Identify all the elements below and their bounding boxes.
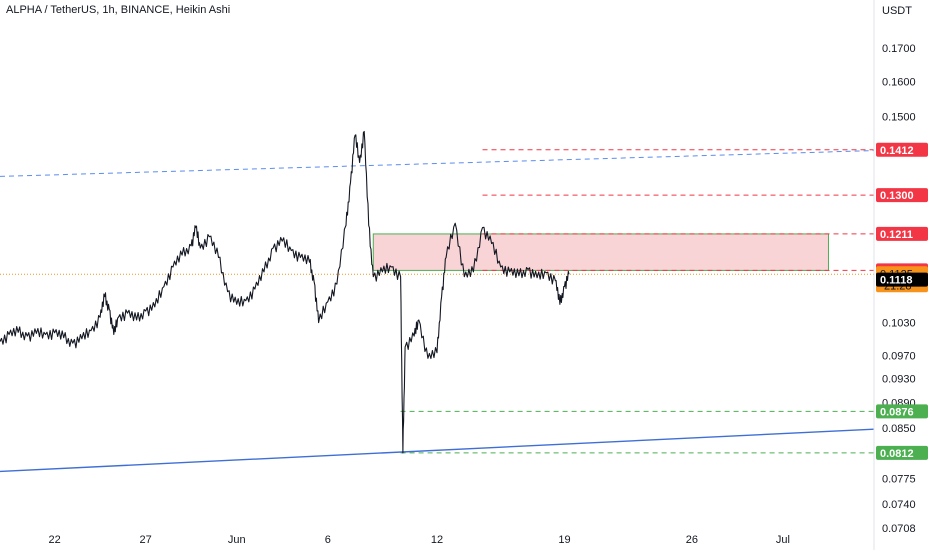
y-tick-label: 0.1500: [882, 112, 916, 124]
currency-label: USDT: [882, 5, 912, 17]
support-trendline[interactable]: [0, 428, 875, 473]
x-tick-label: 27: [140, 534, 152, 546]
price-layer: [0, 130, 570, 454]
resistance-tag: 0.1300: [880, 190, 914, 202]
y-tick-label: 0.0740: [882, 499, 916, 511]
x-tick-label: 6: [325, 534, 331, 546]
y-tick-label: 0.1600: [882, 76, 916, 88]
support-tag: 0.0812: [880, 448, 914, 460]
y-tick-label: 0.1700: [882, 43, 916, 55]
trendlines-layer: [0, 150, 875, 473]
price-line: [0, 130, 570, 454]
resistance-tag-bg: [876, 142, 928, 157]
x-tick-label: Jul: [776, 534, 790, 546]
y-tick-label: 0.0850: [882, 423, 916, 435]
y-tick-label: 0.1030: [882, 318, 916, 330]
resistance-tag: 0.1211: [880, 229, 913, 241]
y-tick-label: 0.0775: [882, 473, 916, 485]
x-tick-label: 26: [686, 534, 698, 546]
x-tick-label: 12: [431, 534, 443, 546]
resistance-trendline[interactable]: [0, 150, 875, 177]
resistance-tag-bg: [876, 226, 928, 241]
supply-zone[interactable]: [372, 233, 829, 271]
x-tick-label: Jun: [228, 534, 246, 546]
chart-title: ALPHA / TetherUS, 1h, BINANCE, Heikin As…: [6, 4, 231, 16]
last-price-tag: 0.1118: [880, 275, 912, 287]
resistance-tag: 0.1412: [880, 145, 914, 157]
support-tag: 0.0876: [880, 406, 914, 418]
support-tag-bg: [876, 404, 928, 419]
time-axis[interactable]: 22 27 Jun 6 12 19 26 Jul: [49, 534, 790, 546]
level-lines-layer: [0, 149, 874, 454]
y-tick-label: 0.0970: [882, 351, 916, 363]
price-tags-layer: 0.14120.13000.12110.11330.08760.08120.11…: [876, 142, 928, 460]
zone-layer: [372, 233, 829, 271]
x-tick-label: 19: [558, 534, 570, 546]
y-tick-label: 0.0708: [882, 523, 916, 535]
y-tick-label: 0.0930: [882, 374, 916, 386]
price-axis[interactable]: USDT 0.1700 0.1600 0.1500 0.1030 0.0970 0.093…: [873, 0, 916, 550]
resistance-tag-bg: [876, 188, 928, 203]
x-tick-label: 22: [49, 534, 61, 546]
support-tag-bg: [876, 445, 928, 460]
last-price-tag-bg: [876, 272, 928, 287]
